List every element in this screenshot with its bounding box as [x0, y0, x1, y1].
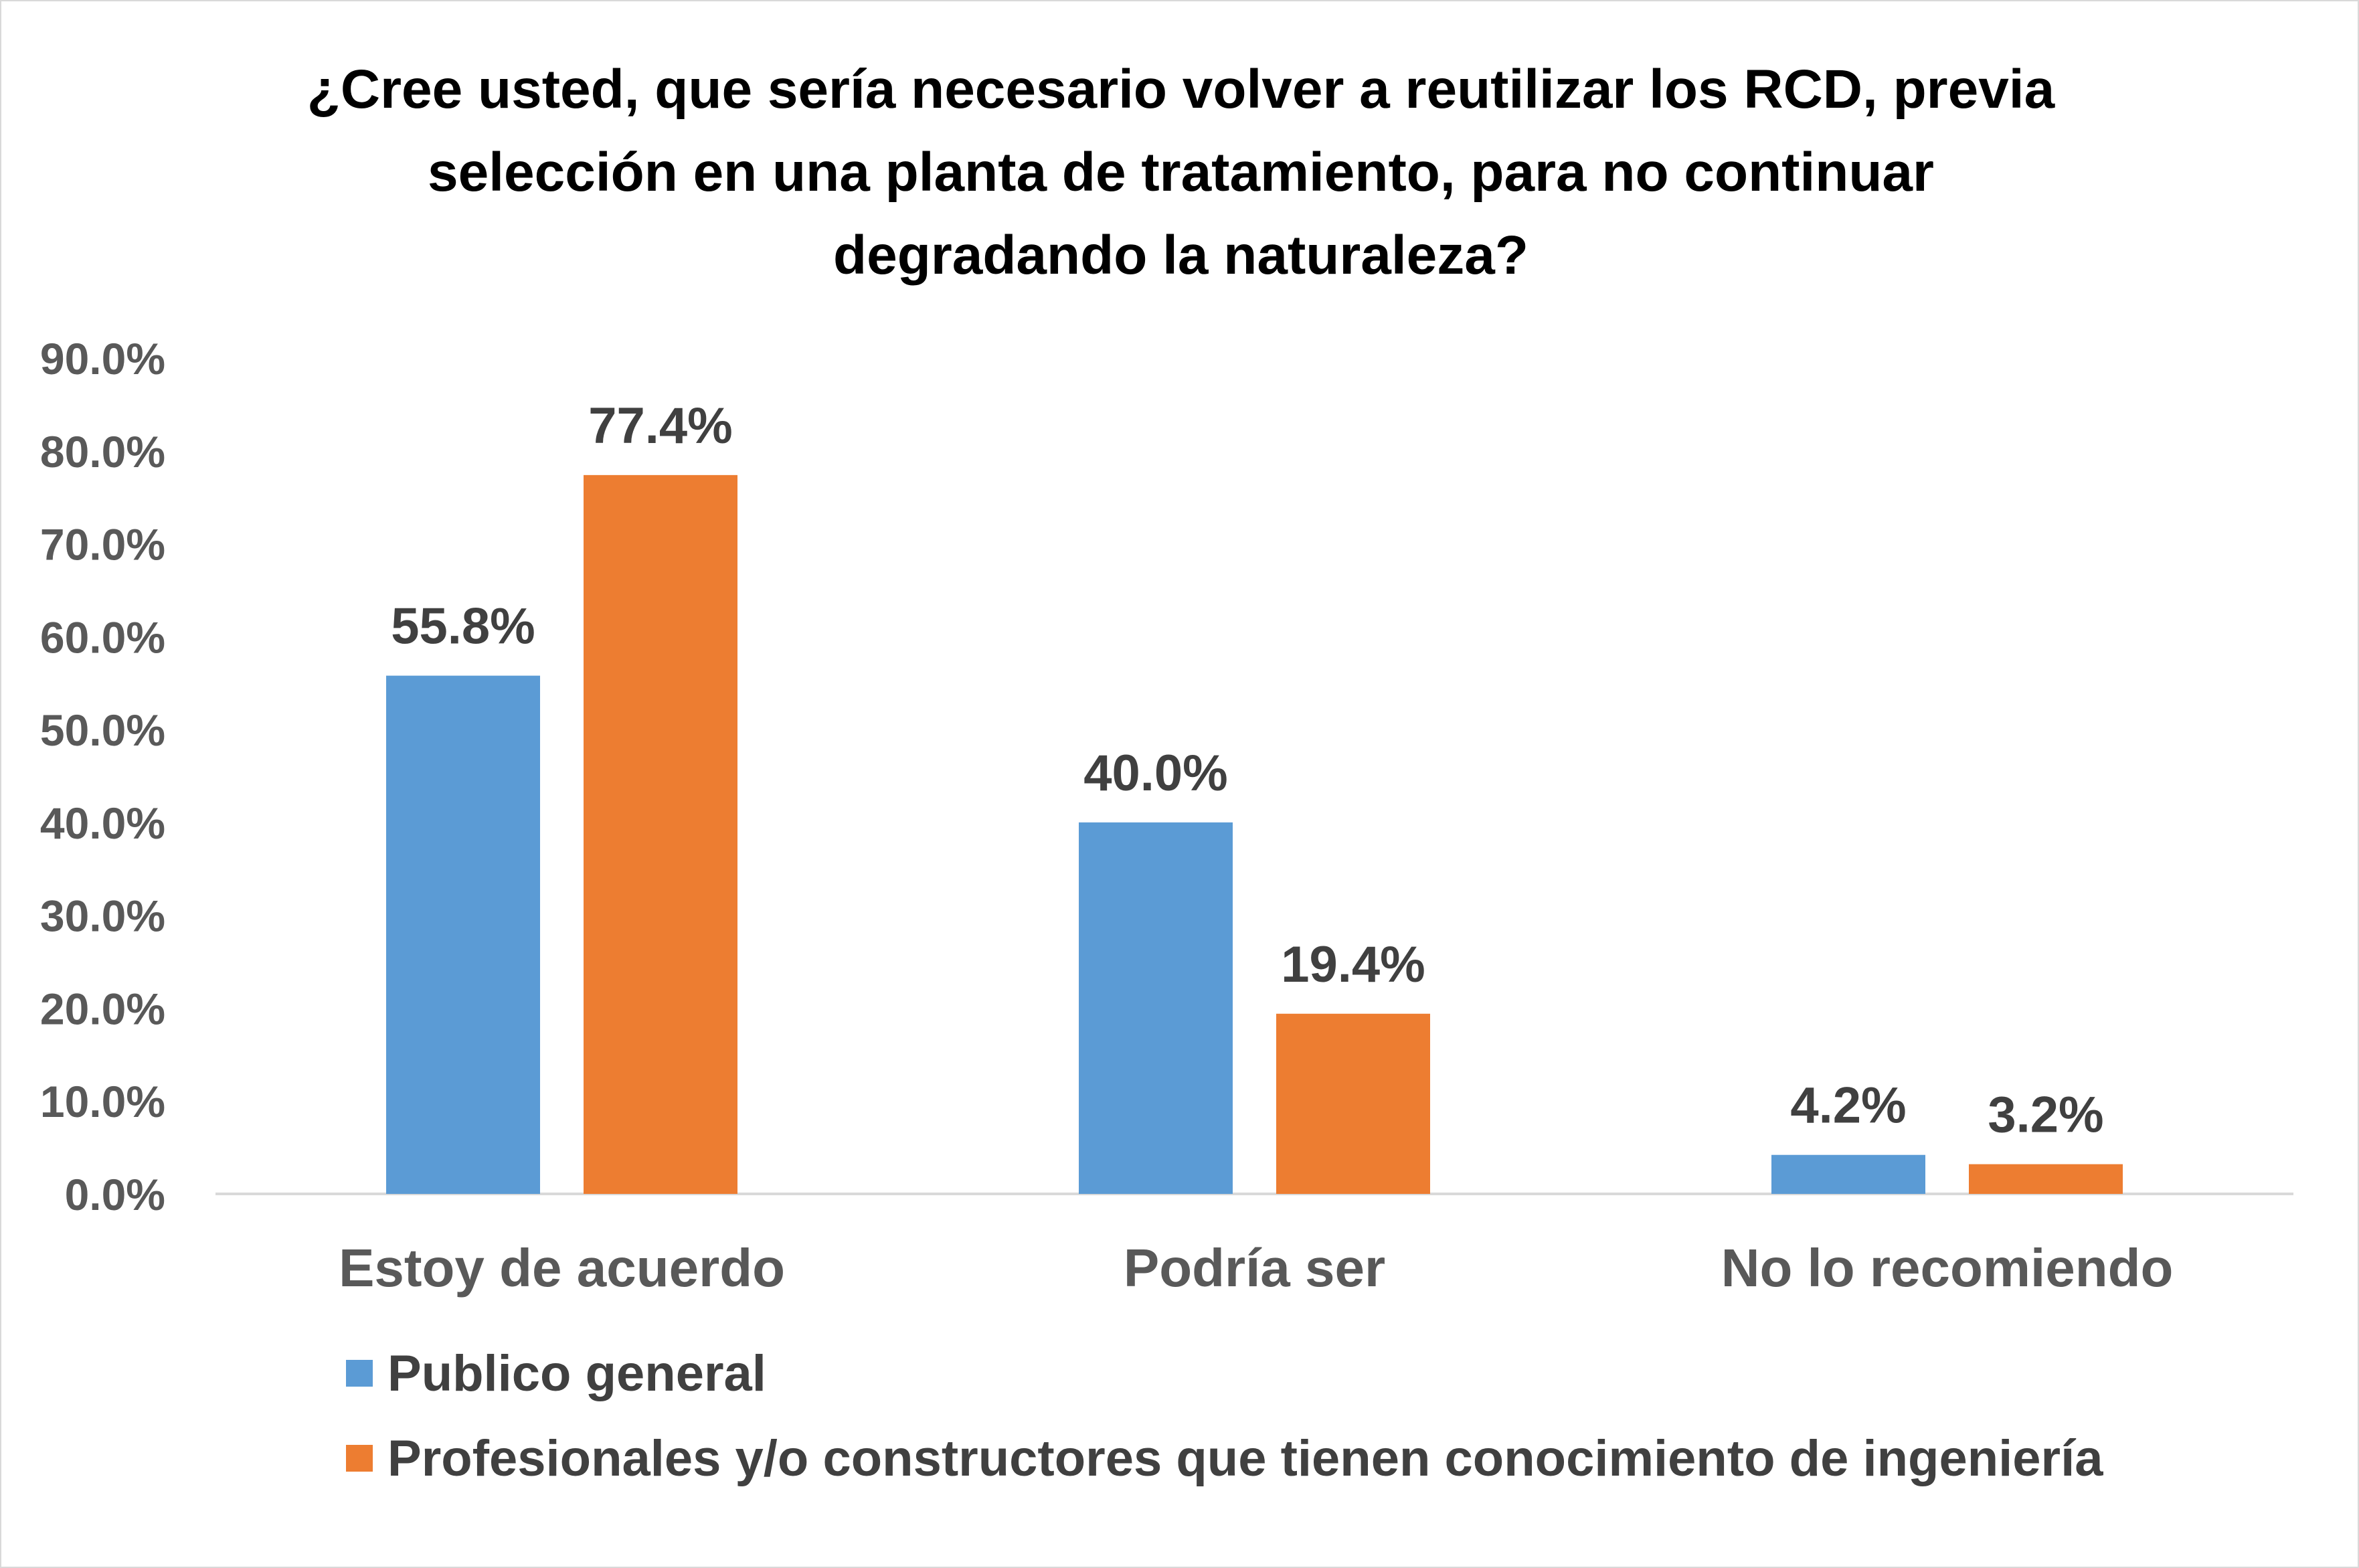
chart-title-line: degradando la naturaleza? [833, 225, 1528, 286]
bar [584, 474, 737, 1194]
legend-label: Publico general [387, 1344, 766, 1402]
legend-swatch-blue [346, 1360, 373, 1387]
legend-swatch-orange [346, 1445, 373, 1472]
x-category-label: No lo recomiendo [1721, 1238, 2174, 1298]
data-label: 19.4% [1281, 936, 1425, 993]
chart-title-line: ¿Cree usted, que sería necesario volver … [307, 59, 2055, 120]
data-label: 77.4% [588, 398, 733, 454]
bar [1276, 1013, 1430, 1194]
x-category-label: Podría ser [1124, 1238, 1385, 1298]
y-tick-label: 70.0% [40, 520, 165, 570]
bar [1771, 1154, 1925, 1194]
legend: Publico general Profesionales y/o constr… [346, 1343, 2103, 1513]
legend-item-publico-general: Publico general [346, 1343, 2103, 1403]
y-tick-label: 40.0% [40, 798, 165, 848]
legend-label: Profesionales y/o constructores que tien… [387, 1429, 2103, 1487]
data-label: 4.2% [1790, 1077, 1906, 1134]
chart-title: ¿Cree usted, que sería necesario volver … [135, 48, 2226, 297]
y-tick-label: 90.0% [40, 334, 165, 383]
bar [1079, 822, 1233, 1194]
data-label: 55.8% [391, 598, 535, 655]
y-tick-label: 60.0% [40, 612, 165, 662]
y-tick-label: 10.0% [40, 1077, 165, 1126]
data-label: 40.0% [1083, 745, 1228, 802]
x-category-label: Estoy de acuerdo [339, 1238, 785, 1298]
y-tick-label: 80.0% [40, 427, 165, 476]
chart-title-line: selección en una planta de tratamiento, … [428, 142, 1934, 203]
y-tick-label: 20.0% [40, 984, 165, 1033]
y-tick-label: 30.0% [40, 891, 165, 941]
bar [386, 675, 540, 1194]
bar [1969, 1164, 2123, 1194]
legend-item-profesionales: Profesionales y/o constructores que tien… [346, 1428, 2103, 1488]
y-tick-label: 50.0% [40, 705, 165, 755]
data-label: 3.2% [1988, 1087, 2103, 1144]
y-tick-label: 0.0% [65, 1170, 165, 1219]
